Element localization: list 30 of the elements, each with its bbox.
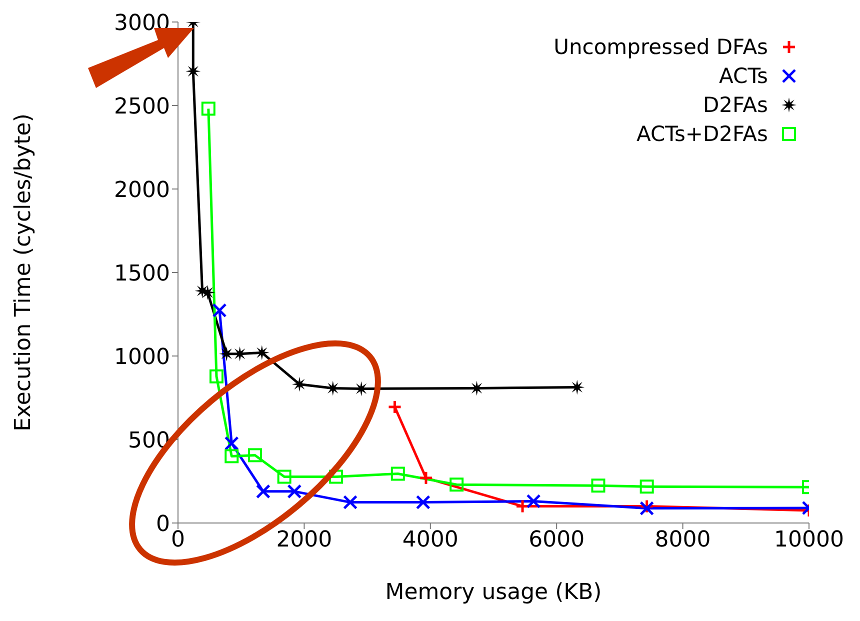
point [200, 285, 216, 300]
x-tick-label: 8000 [654, 528, 711, 553]
point [224, 449, 239, 464]
point [248, 448, 262, 462]
legend-label: ACTs+D2FAs [636, 122, 768, 146]
y-tick-label: 3000 [114, 10, 170, 36]
point [570, 380, 585, 395]
legend-label: Uncompressed DFAs [554, 34, 768, 58]
point [201, 102, 216, 116]
y-tick-label: 2000 [114, 178, 170, 203]
y-tick-label: 1000 [114, 344, 170, 370]
x-axis-title: Memory usage (KB) [385, 580, 602, 605]
legend-label: D2FAs [703, 92, 768, 116]
x-tick-label: 6000 [528, 528, 585, 553]
point [292, 376, 307, 392]
y-axis-title: Execution Time (cycles/byte) [10, 114, 36, 432]
point [209, 369, 224, 384]
y-tick-label: 1500 [114, 261, 170, 286]
point [640, 480, 654, 494]
point [591, 478, 606, 493]
legend-label: ACTs [719, 64, 768, 88]
x-tick-label: 2000 [276, 528, 332, 553]
y-tick-label: 0 [156, 512, 170, 537]
x-tick-label: 4000 [402, 528, 458, 553]
point [450, 478, 464, 492]
point [325, 380, 340, 396]
y-tick-label: 2500 [114, 94, 170, 120]
point [277, 470, 292, 484]
point [390, 466, 405, 481]
x-tick-label: 10000 [774, 528, 844, 553]
